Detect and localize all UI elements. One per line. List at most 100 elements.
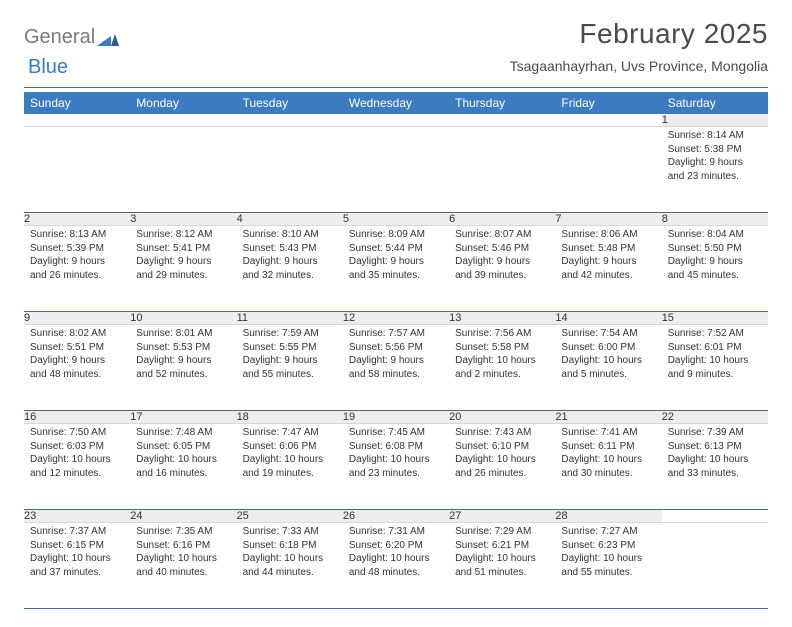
day-number: 20 [449, 411, 555, 424]
day-number: 15 [662, 312, 768, 325]
day1-text: Daylight: 9 hours [349, 354, 443, 368]
sunrise-text: Sunrise: 8:09 AM [349, 228, 443, 242]
day-cell-content: Sunrise: 7:48 AMSunset: 6:05 PMDaylight:… [130, 424, 236, 486]
day-header: Saturday [662, 92, 768, 114]
sunset-text: Sunset: 6:03 PM [30, 440, 124, 454]
sunset-text: Sunset: 6:08 PM [349, 440, 443, 454]
logo-text-blue: Blue [28, 56, 68, 78]
day-number: 17 [130, 411, 236, 424]
empty-cell [343, 114, 449, 127]
day-cell-content: Sunrise: 7:37 AMSunset: 6:15 PMDaylight:… [24, 523, 130, 585]
day1-text: Daylight: 9 hours [136, 354, 230, 368]
day-header: Tuesday [237, 92, 343, 114]
day1-text: Daylight: 9 hours [30, 354, 124, 368]
day-number: 22 [662, 411, 768, 424]
day-number: 8 [662, 213, 768, 226]
sunset-text: Sunset: 6:10 PM [455, 440, 549, 454]
empty-cell [449, 127, 555, 213]
logo-mark-icon [97, 30, 119, 46]
day-number: 18 [237, 411, 343, 424]
day-number: 19 [343, 411, 449, 424]
day1-text: Daylight: 10 hours [561, 552, 655, 566]
sunset-text: Sunset: 5:50 PM [668, 242, 762, 256]
sunrise-text: Sunrise: 8:12 AM [136, 228, 230, 242]
empty-cell [237, 114, 343, 127]
day-cell: Sunrise: 7:52 AMSunset: 6:01 PMDaylight:… [662, 325, 768, 411]
day-cell-content: Sunrise: 8:02 AMSunset: 5:51 PMDaylight:… [24, 325, 130, 387]
day2-text: and 23 minutes. [349, 467, 443, 481]
sunset-text: Sunset: 5:51 PM [30, 341, 124, 355]
empty-cell [662, 523, 768, 609]
day-number: 24 [130, 510, 236, 523]
day-number: 23 [24, 510, 130, 523]
day1-text: Daylight: 9 hours [243, 255, 337, 269]
sunrise-text: Sunrise: 7:31 AM [349, 525, 443, 539]
day-cell: Sunrise: 7:48 AMSunset: 6:05 PMDaylight:… [130, 424, 236, 510]
day-cell-content: Sunrise: 7:52 AMSunset: 6:01 PMDaylight:… [662, 325, 768, 387]
sunrise-text: Sunrise: 7:41 AM [561, 426, 655, 440]
day-cell: Sunrise: 8:14 AMSunset: 5:38 PMDaylight:… [662, 127, 768, 213]
sunrise-text: Sunrise: 7:47 AM [243, 426, 337, 440]
day-number: 1 [662, 114, 768, 127]
day-cell: Sunrise: 7:45 AMSunset: 6:08 PMDaylight:… [343, 424, 449, 510]
day-cell: Sunrise: 7:37 AMSunset: 6:15 PMDaylight:… [24, 523, 130, 609]
sunrise-text: Sunrise: 7:43 AM [455, 426, 549, 440]
day-cell-content: Sunrise: 8:04 AMSunset: 5:50 PMDaylight:… [662, 226, 768, 288]
day-cell: Sunrise: 7:43 AMSunset: 6:10 PMDaylight:… [449, 424, 555, 510]
sunset-text: Sunset: 5:58 PM [455, 341, 549, 355]
sunrise-text: Sunrise: 7:37 AM [30, 525, 124, 539]
day-cell: Sunrise: 8:07 AMSunset: 5:46 PMDaylight:… [449, 226, 555, 312]
day-cell-content: Sunrise: 7:41 AMSunset: 6:11 PMDaylight:… [555, 424, 661, 486]
day-cell: Sunrise: 8:13 AMSunset: 5:39 PMDaylight:… [24, 226, 130, 312]
calendar-table: Sunday Monday Tuesday Wednesday Thursday… [24, 92, 768, 609]
sunrise-text: Sunrise: 7:48 AM [136, 426, 230, 440]
day-cell: Sunrise: 8:12 AMSunset: 5:41 PMDaylight:… [130, 226, 236, 312]
day2-text: and 40 minutes. [136, 566, 230, 580]
day1-text: Daylight: 10 hours [668, 453, 762, 467]
day-number: 6 [449, 213, 555, 226]
sunset-text: Sunset: 6:06 PM [243, 440, 337, 454]
day-cell-content: Sunrise: 7:43 AMSunset: 6:10 PMDaylight:… [449, 424, 555, 486]
day2-text: and 55 minutes. [243, 368, 337, 382]
day-cell-content: Sunrise: 8:06 AMSunset: 5:48 PMDaylight:… [555, 226, 661, 288]
day-cell: Sunrise: 7:54 AMSunset: 6:00 PMDaylight:… [555, 325, 661, 411]
day-number: 26 [343, 510, 449, 523]
day-number: 14 [555, 312, 661, 325]
day-number: 13 [449, 312, 555, 325]
daynum-row: 16171819202122 [24, 411, 768, 424]
empty-cell [343, 127, 449, 213]
day-cell-content: Sunrise: 8:13 AMSunset: 5:39 PMDaylight:… [24, 226, 130, 288]
day-cell-content: Sunrise: 8:01 AMSunset: 5:53 PMDaylight:… [130, 325, 236, 387]
day2-text: and 32 minutes. [243, 269, 337, 283]
day-cell: Sunrise: 8:09 AMSunset: 5:44 PMDaylight:… [343, 226, 449, 312]
day-number: 10 [130, 312, 236, 325]
day2-text: and 52 minutes. [136, 368, 230, 382]
day2-text: and 33 minutes. [668, 467, 762, 481]
sunrise-text: Sunrise: 8:01 AM [136, 327, 230, 341]
day-cell-content: Sunrise: 7:56 AMSunset: 5:58 PMDaylight:… [449, 325, 555, 387]
day-header: Friday [555, 92, 661, 114]
day-number: 11 [237, 312, 343, 325]
sunrise-text: Sunrise: 8:02 AM [30, 327, 124, 341]
sunrise-text: Sunrise: 7:33 AM [243, 525, 337, 539]
day-cell: Sunrise: 7:35 AMSunset: 6:16 PMDaylight:… [130, 523, 236, 609]
empty-cell [130, 127, 236, 213]
day1-text: Daylight: 10 hours [136, 453, 230, 467]
day1-text: Daylight: 10 hours [455, 354, 549, 368]
empty-cell [24, 114, 130, 127]
day1-text: Daylight: 9 hours [136, 255, 230, 269]
day-cell-content: Sunrise: 8:09 AMSunset: 5:44 PMDaylight:… [343, 226, 449, 288]
sunrise-text: Sunrise: 7:50 AM [30, 426, 124, 440]
day-cell-content: Sunrise: 8:10 AMSunset: 5:43 PMDaylight:… [237, 226, 343, 288]
sunset-text: Sunset: 6:13 PM [668, 440, 762, 454]
day1-text: Daylight: 10 hours [136, 552, 230, 566]
header-divider [24, 87, 768, 88]
day-number: 4 [237, 213, 343, 226]
day2-text: and 5 minutes. [561, 368, 655, 382]
day2-text: and 42 minutes. [561, 269, 655, 283]
sunset-text: Sunset: 6:23 PM [561, 539, 655, 553]
day-cell: Sunrise: 7:33 AMSunset: 6:18 PMDaylight:… [237, 523, 343, 609]
day-header-row: Sunday Monday Tuesday Wednesday Thursday… [24, 92, 768, 114]
day-number: 12 [343, 312, 449, 325]
day-number: 3 [130, 213, 236, 226]
